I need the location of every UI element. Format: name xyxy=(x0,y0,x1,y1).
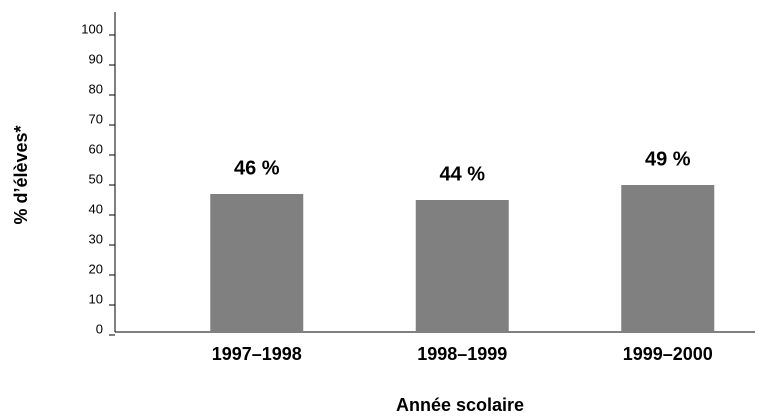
x-tick-label: 1997–1998 xyxy=(212,344,302,364)
value-label: 44 % xyxy=(439,163,485,185)
y-tick-label: 40 xyxy=(89,201,103,216)
value-label: 46 % xyxy=(234,157,280,179)
value-label: 49 % xyxy=(645,148,691,170)
x-tick-label: 1999–2000 xyxy=(623,344,713,364)
y-tick-label: 20 xyxy=(89,261,103,276)
y-axis-label: % d’élèves* xyxy=(11,125,31,224)
y-tick-label: 30 xyxy=(89,231,103,246)
x-tick-label: 1998–1999 xyxy=(417,344,507,364)
y-tick-label: 50 xyxy=(89,171,103,186)
y-tick-label: 70 xyxy=(89,111,103,126)
bar xyxy=(210,194,304,332)
bar xyxy=(621,185,715,332)
y-tick-label: 100 xyxy=(81,21,103,36)
y-tick-label: 80 xyxy=(89,81,103,96)
y-tick-label: 0 xyxy=(96,321,103,336)
y-tick-label: 90 xyxy=(89,51,103,66)
x-axis-label: Année scolaire xyxy=(396,395,524,415)
y-tick-label: 60 xyxy=(89,141,103,156)
y-tick-label: 10 xyxy=(89,291,103,306)
bar xyxy=(415,200,509,332)
